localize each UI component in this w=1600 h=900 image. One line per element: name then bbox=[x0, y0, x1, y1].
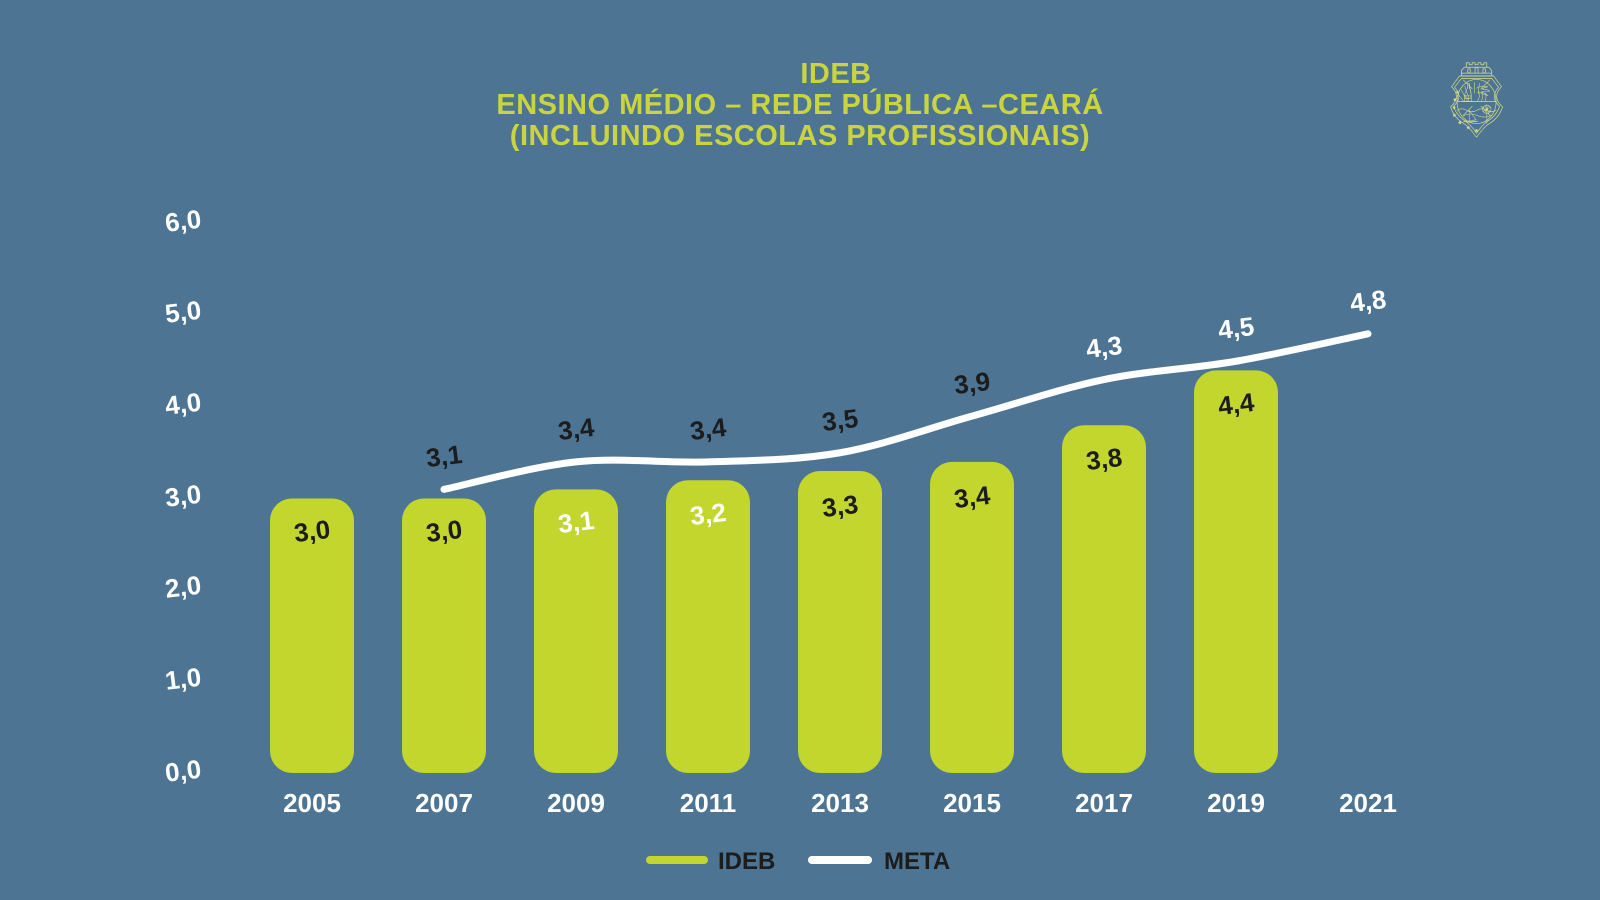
svg-text:4,4: 4,4 bbox=[1216, 387, 1256, 421]
svg-text:2015: 2015 bbox=[943, 788, 1001, 818]
svg-text:3,4: 3,4 bbox=[688, 412, 728, 446]
svg-text:4,8: 4,8 bbox=[1348, 284, 1388, 318]
svg-text:2007: 2007 bbox=[415, 788, 473, 818]
svg-text:2019: 2019 bbox=[1207, 788, 1265, 818]
svg-text:5,0: 5,0 bbox=[163, 295, 203, 329]
svg-text:3,1: 3,1 bbox=[556, 505, 596, 539]
svg-text:3,4: 3,4 bbox=[952, 480, 992, 514]
svg-text:2017: 2017 bbox=[1075, 788, 1133, 818]
svg-text:3,1: 3,1 bbox=[424, 439, 464, 473]
svg-text:3,9: 3,9 bbox=[952, 366, 992, 400]
svg-text:2009: 2009 bbox=[547, 788, 605, 818]
svg-text:3,2: 3,2 bbox=[688, 497, 728, 531]
svg-text:2013: 2013 bbox=[811, 788, 869, 818]
svg-text:3,0: 3,0 bbox=[292, 514, 332, 548]
svg-text:4,0: 4,0 bbox=[163, 387, 203, 421]
svg-text:4,5: 4,5 bbox=[1216, 311, 1256, 345]
svg-text:4,3: 4,3 bbox=[1084, 330, 1124, 364]
svg-text:META: META bbox=[884, 848, 950, 875]
svg-text:6,0: 6,0 bbox=[163, 204, 203, 238]
svg-text:1,0: 1,0 bbox=[163, 662, 203, 696]
svg-text:0,0: 0,0 bbox=[163, 754, 203, 788]
svg-text:2011: 2011 bbox=[680, 788, 736, 818]
svg-text:3,0: 3,0 bbox=[163, 479, 203, 513]
svg-text:3,3: 3,3 bbox=[820, 489, 860, 523]
svg-text:IDEB: IDEB bbox=[718, 848, 775, 875]
svg-text:3,0: 3,0 bbox=[424, 514, 464, 548]
svg-text:2021: 2021 bbox=[1339, 788, 1397, 818]
svg-text:2,0: 2,0 bbox=[163, 570, 203, 604]
svg-text:3,4: 3,4 bbox=[556, 412, 596, 446]
svg-text:3,8: 3,8 bbox=[1084, 442, 1124, 476]
svg-text:3,5: 3,5 bbox=[820, 403, 860, 437]
svg-text:2005: 2005 bbox=[283, 788, 341, 818]
